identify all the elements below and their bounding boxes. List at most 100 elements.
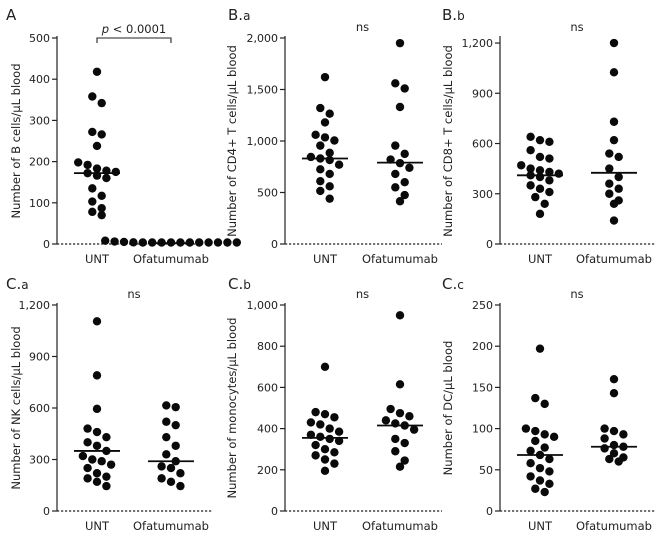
data-point xyxy=(614,457,623,466)
data-point xyxy=(320,133,330,142)
data-point xyxy=(535,184,545,193)
panel-letter-main: A xyxy=(6,6,17,24)
data-point xyxy=(549,432,559,442)
data-point xyxy=(400,149,409,159)
data-point xyxy=(600,444,609,453)
panel-letter: B.b xyxy=(442,6,465,24)
data-point xyxy=(97,98,106,108)
y-tick-label: 200 xyxy=(29,156,50,169)
data-point xyxy=(306,418,316,427)
data-point xyxy=(157,474,166,483)
data-point xyxy=(325,155,334,165)
data-point xyxy=(316,165,325,174)
data-point xyxy=(311,130,320,140)
data-point xyxy=(531,484,540,493)
data-point xyxy=(166,463,176,473)
y-tick-label: 0 xyxy=(271,238,278,251)
y-tick-label: 1,500 xyxy=(247,84,279,97)
x-category-label: Ofatumumab xyxy=(576,519,652,533)
data-point xyxy=(605,179,614,188)
data-point xyxy=(325,194,334,203)
data-point xyxy=(111,167,121,177)
data-point xyxy=(609,449,619,458)
data-point xyxy=(391,447,400,456)
data-point xyxy=(600,424,609,433)
data-point xyxy=(517,161,526,170)
significance-label: ns xyxy=(356,20,369,34)
panel-letter-main: C. xyxy=(6,275,21,293)
data-point xyxy=(400,178,409,187)
data-point xyxy=(391,434,400,444)
data-point xyxy=(92,67,102,76)
data-point xyxy=(391,169,400,179)
y-tick-label: 900 xyxy=(472,87,493,100)
y-tick-label: 0 xyxy=(486,238,493,251)
data-point xyxy=(320,455,330,464)
data-point xyxy=(605,149,614,158)
significance-label: ns xyxy=(570,20,583,34)
data-point xyxy=(605,164,614,173)
data-point xyxy=(92,141,102,151)
panel-letter-sub: b xyxy=(243,278,251,292)
data-point xyxy=(395,408,405,418)
data-point xyxy=(395,462,405,471)
data-point xyxy=(400,438,409,448)
data-point xyxy=(330,413,339,422)
significance-label: ns xyxy=(356,287,369,301)
data-point xyxy=(531,192,540,202)
data-point xyxy=(609,440,619,450)
data-point xyxy=(83,463,92,473)
y-axis-title: Number of CD8+ T cells/µL blood xyxy=(441,45,455,237)
data-point xyxy=(306,152,316,162)
data-point xyxy=(97,130,106,139)
data-point xyxy=(171,441,180,450)
y-axis-title: Number of DC/µL blood xyxy=(441,341,455,476)
data-point xyxy=(162,450,171,459)
data-point xyxy=(97,457,106,466)
y-tick-label: 900 xyxy=(29,351,50,364)
data-point xyxy=(526,472,535,481)
y-tick-label: 400 xyxy=(29,73,50,86)
data-point xyxy=(609,374,619,384)
data-point xyxy=(316,103,325,113)
data-point xyxy=(330,136,339,145)
data-point xyxy=(545,154,554,163)
data-point xyxy=(83,424,92,433)
data-point xyxy=(325,424,334,433)
panel-6: C.c 0 50 100 150 200 250 Number of DC/µL blood U… xyxy=(441,275,656,533)
data-point xyxy=(97,210,106,220)
data-point xyxy=(600,434,609,443)
data-point xyxy=(88,455,97,464)
data-point xyxy=(138,238,147,247)
data-point xyxy=(545,479,554,489)
data-point xyxy=(102,472,111,481)
y-tick-label: 150 xyxy=(472,381,493,394)
panel-letter-sub: c xyxy=(457,278,464,292)
data-point xyxy=(102,432,111,442)
data-point xyxy=(545,467,554,476)
data-point xyxy=(545,187,554,197)
data-point xyxy=(92,477,102,487)
data-point xyxy=(166,477,176,487)
data-point xyxy=(162,432,171,442)
data-point xyxy=(391,79,400,88)
data-point xyxy=(311,451,320,460)
data-point xyxy=(526,181,535,190)
data-point xyxy=(395,38,405,48)
data-point xyxy=(605,454,614,464)
data-point xyxy=(176,469,185,478)
data-point xyxy=(92,317,102,326)
data-point xyxy=(521,424,531,433)
data-point xyxy=(526,164,535,173)
data-point xyxy=(400,456,409,465)
data-point xyxy=(531,393,540,403)
data-point xyxy=(400,84,409,93)
x-category-label: Ofatumumab xyxy=(133,519,209,533)
y-tick-label: 0 xyxy=(43,238,50,251)
data-point xyxy=(395,311,405,320)
y-tick-label: 300 xyxy=(29,454,50,467)
data-point xyxy=(609,388,619,398)
panel-letter-main: B. xyxy=(228,6,243,24)
panel-letter: A xyxy=(6,6,17,24)
